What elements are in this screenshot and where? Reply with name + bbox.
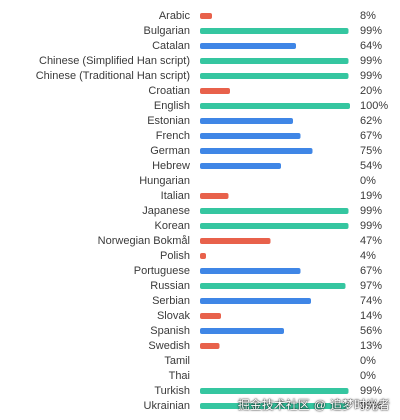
- value-label: 100%: [360, 100, 388, 112]
- bar: [200, 103, 350, 109]
- category-label: German: [150, 145, 190, 157]
- value-label: 99%: [360, 385, 382, 397]
- category-label: Turkish: [154, 385, 190, 397]
- bar: [200, 313, 221, 319]
- category-label: Catalan: [152, 40, 190, 52]
- value-label: 99%: [360, 205, 382, 217]
- bar: [200, 328, 284, 334]
- category-label: Hungarian: [139, 175, 190, 187]
- bar: [200, 223, 349, 229]
- category-label: Hebrew: [152, 160, 190, 172]
- value-label: 99%: [360, 55, 382, 67]
- category-label: Arabic: [159, 10, 191, 22]
- value-label: 99%: [360, 400, 382, 412]
- value-label: 4%: [360, 250, 376, 262]
- bar: [200, 133, 301, 139]
- category-label: Chinese (Traditional Han script): [36, 70, 190, 82]
- bar: [200, 13, 212, 19]
- category-label: Tamil: [164, 355, 190, 367]
- bar: [200, 193, 229, 199]
- value-label: 97%: [360, 280, 382, 292]
- bar: [200, 268, 301, 274]
- bar: [200, 163, 281, 169]
- category-label: Croatian: [148, 85, 190, 97]
- bar: [200, 283, 346, 289]
- value-label: 20%: [360, 85, 382, 97]
- value-label: 67%: [360, 130, 382, 142]
- category-label: Chinese (Simplified Han script): [39, 55, 190, 67]
- bar: [200, 43, 296, 49]
- value-label: 0%: [360, 370, 376, 382]
- value-label: 47%: [360, 235, 382, 247]
- bar: [200, 403, 349, 409]
- category-label: Korean: [155, 220, 190, 232]
- category-label: Portuguese: [134, 265, 190, 277]
- category-label: English: [154, 100, 190, 112]
- bar: [200, 28, 349, 34]
- value-label: 8%: [360, 10, 376, 22]
- value-label: 99%: [360, 70, 382, 82]
- bar: [200, 238, 271, 244]
- value-label: 13%: [360, 340, 382, 352]
- category-label: Slovak: [157, 310, 191, 322]
- category-label: Russian: [150, 280, 190, 292]
- category-label: French: [156, 130, 190, 142]
- bar: [200, 148, 313, 154]
- value-label: 64%: [360, 40, 382, 52]
- category-label: Bulgarian: [144, 25, 190, 37]
- value-label: 67%: [360, 265, 382, 277]
- watermark-site: 掘金技术社区: [237, 398, 310, 412]
- category-label: Italian: [161, 190, 190, 202]
- value-label: 0%: [360, 355, 376, 367]
- category-label: Norwegian Bokmål: [98, 235, 190, 247]
- category-label: Serbian: [152, 295, 190, 307]
- value-label: 0%: [360, 175, 376, 187]
- category-label: Spanish: [150, 325, 190, 337]
- at-icon: @: [313, 397, 326, 412]
- category-label: Swedish: [148, 340, 190, 352]
- bar: [200, 298, 311, 304]
- bar: [200, 388, 349, 394]
- category-label: Estonian: [147, 115, 190, 127]
- value-label: 19%: [360, 190, 382, 202]
- watermark-handle: 追梦时光者: [329, 398, 390, 412]
- value-label: 54%: [360, 160, 382, 172]
- category-label: Polish: [160, 250, 190, 262]
- value-label: 74%: [360, 295, 382, 307]
- value-label: 75%: [360, 145, 382, 157]
- value-label: 14%: [360, 310, 382, 322]
- category-label: Japanese: [142, 205, 190, 217]
- bar: [200, 88, 230, 94]
- value-label: 99%: [360, 25, 382, 37]
- bar: [200, 58, 349, 64]
- bar: [200, 208, 349, 214]
- bar: [200, 253, 206, 259]
- value-label: 62%: [360, 115, 382, 127]
- bar: [200, 118, 293, 124]
- category-label: Ukrainian: [144, 400, 190, 412]
- value-label: 99%: [360, 220, 382, 232]
- bar: [200, 73, 349, 79]
- value-label: 56%: [360, 325, 382, 337]
- bar: [200, 343, 220, 349]
- watermark: 掘金技术社区 @ 追梦时光者: [238, 396, 390, 413]
- category-label: Thai: [169, 370, 190, 382]
